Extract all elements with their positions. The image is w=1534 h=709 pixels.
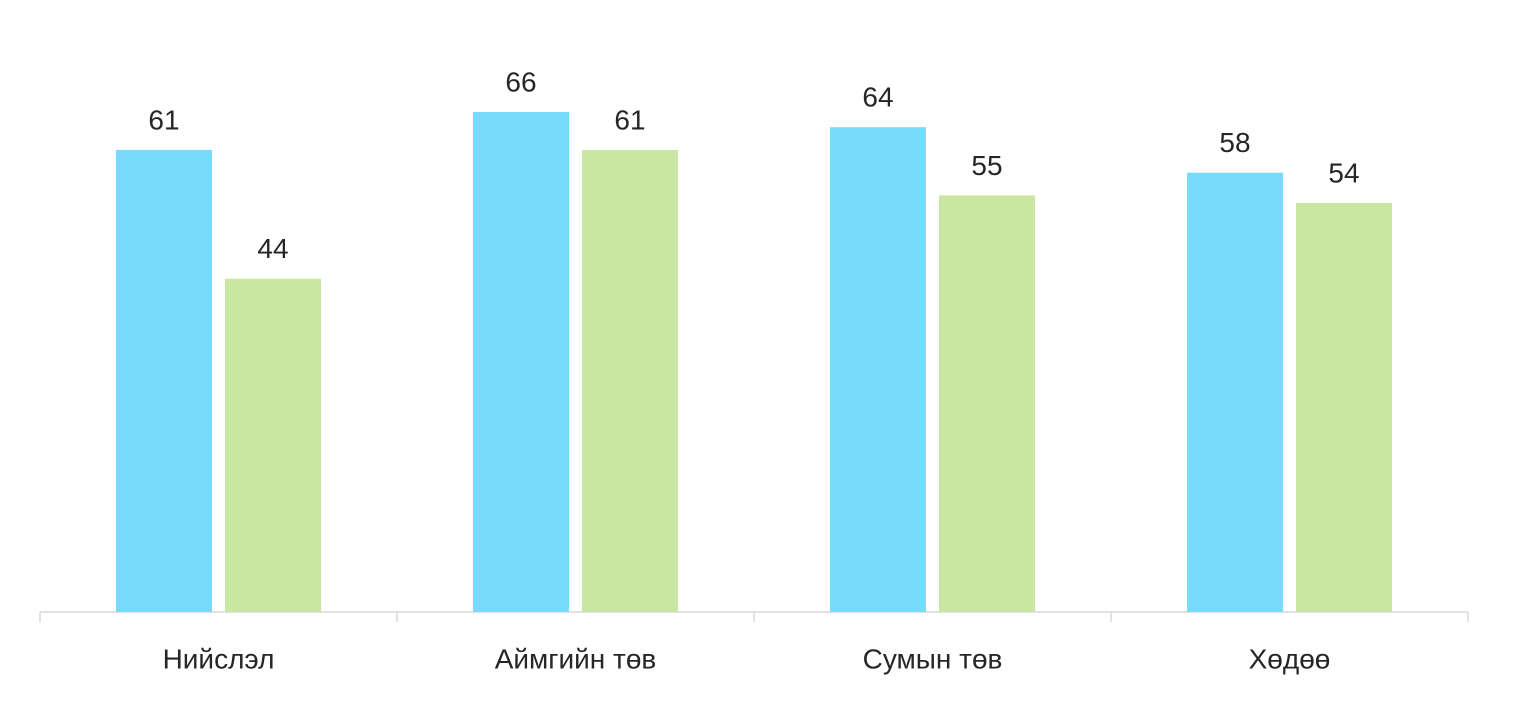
bar: [830, 127, 926, 612]
value-label: 64: [862, 82, 893, 113]
value-label: 61: [148, 104, 179, 135]
x-tick-label: Сумын төв: [863, 643, 1003, 674]
bar: [473, 112, 569, 613]
bar: [225, 278, 321, 612]
x-tick-label: Нийслэл: [163, 643, 275, 674]
bar: [1296, 202, 1392, 612]
bar: [939, 195, 1035, 612]
bar: [1187, 172, 1283, 612]
x-tick-label: Аймгийн төв: [495, 643, 657, 674]
bar: [582, 149, 678, 613]
value-label: 55: [971, 150, 1002, 181]
bar: [116, 149, 212, 613]
value-label: 66: [505, 66, 536, 97]
value-label: 58: [1219, 127, 1250, 158]
value-label: 54: [1328, 157, 1359, 188]
x-tick-label: Хөдөө: [1249, 643, 1331, 674]
value-label: 44: [257, 233, 288, 264]
value-label: 61: [614, 104, 645, 135]
